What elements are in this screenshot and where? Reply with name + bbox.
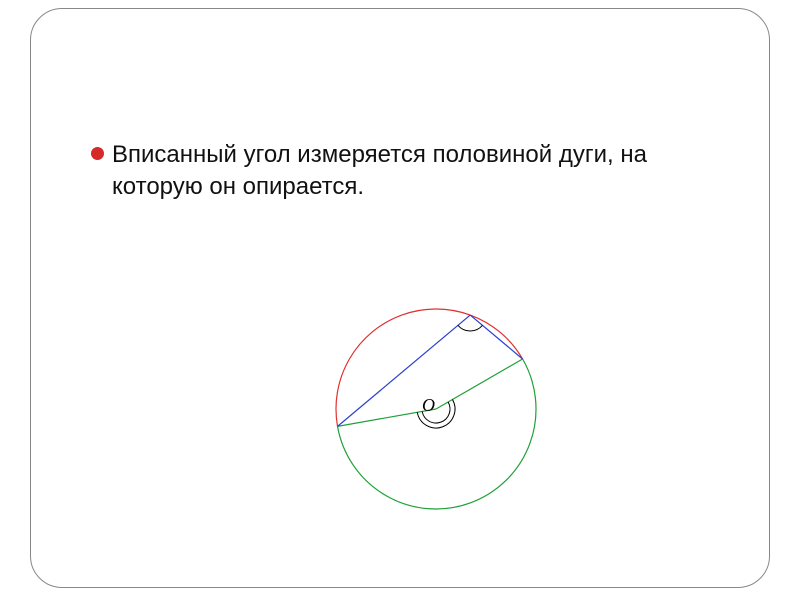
diagram-svg xyxy=(306,279,566,539)
bullet-dot xyxy=(91,147,104,160)
theorem-text: Вписанный угол измеряется половиной дуги… xyxy=(112,139,731,204)
theorem-block: Вписанный угол измеряется половиной дуги… xyxy=(91,139,731,204)
inscribed-angle-diagram: O xyxy=(306,279,566,539)
center-label-O: O xyxy=(422,395,435,416)
slide-frame: Вписанный угол измеряется половиной дуги… xyxy=(30,8,770,588)
